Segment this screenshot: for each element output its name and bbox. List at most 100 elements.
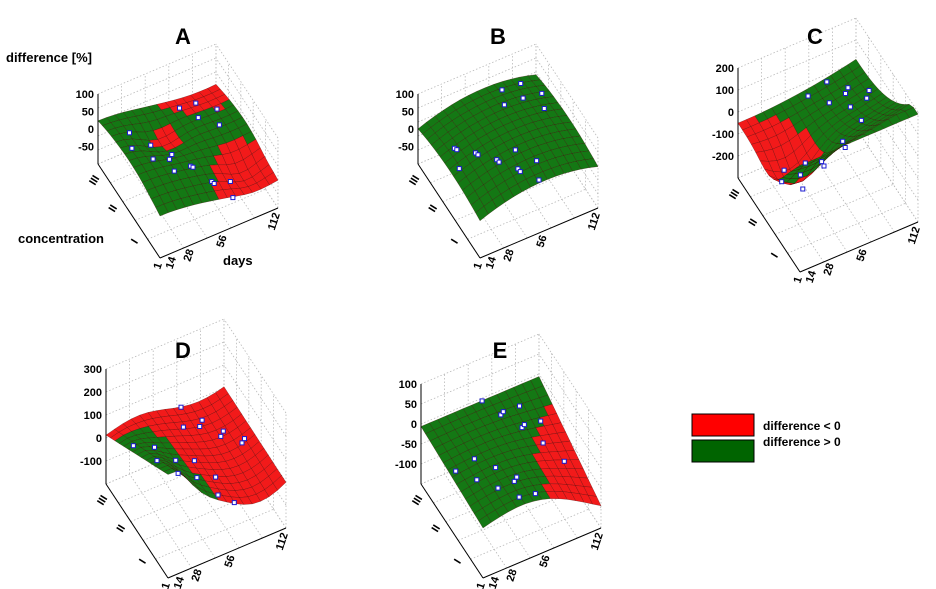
data-point (493, 465, 499, 471)
surface-cell (587, 494, 602, 507)
data-point (180, 424, 186, 430)
data-point (216, 122, 222, 128)
data-point (779, 179, 785, 185)
x-tick-label: 14 (164, 254, 179, 270)
surface-cell (264, 171, 279, 186)
data-point (845, 85, 851, 91)
data-point (177, 105, 182, 111)
z-tick-label: 50 (82, 107, 94, 119)
data-point (536, 177, 542, 183)
data-point (127, 130, 132, 136)
data-point (175, 470, 181, 476)
data-point (475, 152, 481, 158)
data-point (802, 160, 808, 166)
data-point (453, 468, 459, 474)
x-tick-label: 56 (215, 234, 230, 249)
data-point (805, 93, 811, 99)
data-point (842, 145, 848, 150)
x-tick-label: 14 (484, 254, 499, 270)
data-point (518, 81, 524, 86)
data-point (471, 456, 477, 462)
legend-swatch-positive (691, 439, 755, 463)
data-point (847, 104, 853, 110)
z-tick-label: -50 (401, 439, 417, 451)
data-point (858, 117, 864, 123)
z-tick-label: -100 (712, 129, 734, 141)
z-ticks: 100 50 0 -50 (396, 89, 414, 154)
z-tick-label: 100 (84, 410, 102, 422)
x-tick-label: 1 (792, 275, 805, 285)
x-tick-label: 112 (906, 225, 923, 246)
data-point (130, 443, 136, 449)
z-tick-label: 200 (84, 387, 102, 399)
x-tick-label: 112 (274, 531, 291, 552)
x-axis-title: days (223, 253, 253, 268)
data-point (193, 100, 199, 106)
observation-points (130, 404, 247, 506)
y-tick-label: III (410, 493, 425, 507)
panel-title: D (175, 338, 191, 363)
z-tick-label: 100 (716, 85, 734, 97)
panel-title: C (807, 24, 823, 49)
panel-title: E (493, 338, 508, 363)
data-point (496, 159, 502, 165)
data-point (826, 100, 832, 106)
y-tick-label: I (137, 557, 149, 566)
data-point (152, 444, 157, 450)
data-point (242, 436, 247, 442)
data-point (214, 106, 220, 112)
y-tick-label: III (727, 187, 742, 201)
x-tick-label: 112 (589, 531, 606, 552)
data-point (541, 106, 547, 111)
y-tick-label: II (107, 203, 120, 215)
data-point (199, 417, 205, 423)
data-point (194, 475, 200, 481)
data-point (171, 168, 177, 174)
surface-cell (904, 107, 919, 119)
data-point (797, 172, 803, 178)
z-tick-label: -50 (398, 142, 414, 154)
data-point (824, 79, 830, 85)
x-tick-label: 112 (266, 211, 283, 232)
x-tick-label: 56 (223, 554, 238, 569)
data-point (231, 500, 237, 506)
z-tick-label: 100 (396, 89, 414, 101)
y-tick-label: II (427, 203, 440, 215)
data-point (819, 159, 825, 165)
legend: difference < 0 difference > 0 (691, 413, 841, 463)
panel-title: B (490, 24, 506, 49)
z-tick-label: -200 (712, 151, 734, 163)
z-ticks: 100 50 0 -50 -100 (395, 379, 417, 471)
z-tick-label: 0 (408, 124, 414, 136)
data-point (150, 156, 156, 162)
surface-cell (272, 475, 287, 491)
data-point (512, 147, 518, 153)
z-tick-label: -100 (80, 456, 102, 468)
legend-label-positive: difference > 0 (763, 435, 841, 449)
axes (97, 94, 279, 259)
data-point (197, 424, 203, 429)
y-tick-label: III (87, 173, 102, 187)
data-point (474, 477, 480, 483)
z-tick-label: 0 (96, 433, 102, 445)
y-tick-label: III (407, 173, 422, 187)
z-tick-label: 0 (88, 124, 94, 136)
x-tick-label: 56 (538, 554, 553, 569)
x-tick-label: 28 (190, 568, 205, 583)
surface-cell (584, 158, 599, 168)
x-tick-label: 28 (505, 568, 520, 583)
x-ticks: 114 28 56 112 (475, 531, 606, 589)
surface-mesh (97, 84, 279, 217)
z-ticks: 300 200 100 0 -100 (80, 364, 102, 468)
data-point (230, 195, 236, 201)
y-tick-label: II (430, 523, 443, 535)
observation-points (779, 79, 872, 192)
data-point (864, 95, 870, 101)
z-tick-label: 200 (716, 63, 734, 75)
